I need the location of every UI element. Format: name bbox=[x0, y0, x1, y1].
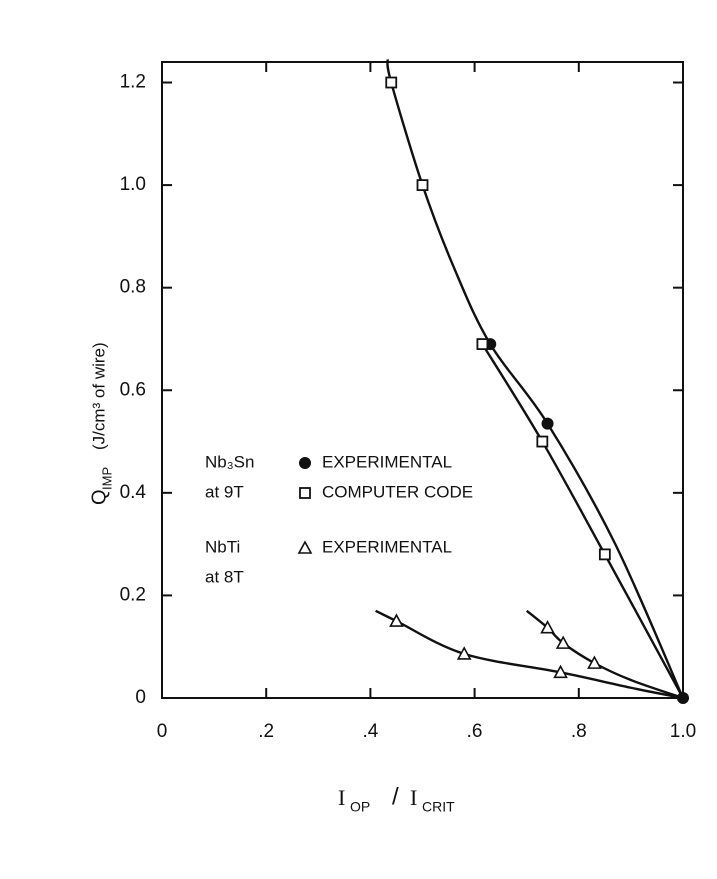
legend-marker bbox=[299, 487, 311, 499]
y-tick-label: 0.8 bbox=[120, 277, 146, 298]
data-point bbox=[598, 548, 611, 561]
fit-curve bbox=[481, 343, 685, 699]
legend-material: NbTi bbox=[205, 537, 240, 556]
x-label-separator: / bbox=[392, 783, 399, 810]
fit-curve bbox=[386, 59, 685, 699]
y-tick-label: 1.0 bbox=[120, 174, 146, 195]
y-axis-label: Q IMP (J/cm³ of wire) bbox=[88, 342, 114, 505]
x-label-denominator: I bbox=[410, 785, 417, 810]
y-tick-label: 0.4 bbox=[120, 482, 147, 503]
legend-label: EXPERIMENTAL bbox=[322, 537, 452, 556]
legend-label: EXPERIMENTAL bbox=[322, 452, 452, 471]
data-point bbox=[555, 635, 571, 649]
x-label-numerator: I bbox=[338, 785, 345, 810]
data-point bbox=[587, 655, 602, 669]
y-label-units: (J/cm³ of wire) bbox=[89, 342, 108, 450]
legend-condition: at 9T bbox=[205, 482, 244, 501]
data-point bbox=[540, 620, 555, 634]
y-tick-label: 0.2 bbox=[120, 584, 146, 605]
legend-material: Nb₃Sn bbox=[205, 452, 254, 471]
y-tick-label: 1.2 bbox=[120, 72, 146, 93]
data-point bbox=[541, 417, 554, 430]
x-tick-label: .4 bbox=[362, 721, 378, 742]
plot-frame bbox=[161, 61, 684, 699]
x-label-denominator-sub: CRIT bbox=[422, 799, 455, 815]
data-point bbox=[456, 646, 472, 660]
y-tick-label: 0.6 bbox=[120, 379, 146, 400]
x-tick-label: .2 bbox=[258, 721, 274, 742]
fit-curve bbox=[375, 609, 684, 700]
x-axis-label: I OP / I CRIT bbox=[338, 783, 455, 814]
x-tick-label: .6 bbox=[467, 721, 483, 742]
data-point bbox=[389, 613, 404, 627]
data-point bbox=[553, 664, 568, 679]
legend-marker bbox=[297, 540, 313, 554]
x-tick-label: 1.0 bbox=[670, 721, 696, 742]
x-tick-label: 0 bbox=[157, 721, 168, 742]
data-point bbox=[385, 76, 398, 89]
data-point bbox=[677, 692, 689, 704]
x-tick-label: .8 bbox=[571, 721, 587, 742]
data-point bbox=[416, 179, 429, 191]
data-point bbox=[536, 435, 549, 448]
y-tick-label: 0 bbox=[135, 687, 146, 708]
legend-marker bbox=[299, 457, 311, 469]
x-label-numerator-sub: OP bbox=[350, 799, 370, 815]
legend-label: COMPUTER CODE bbox=[322, 482, 473, 501]
legend-condition: at 8T bbox=[205, 567, 244, 586]
y-label-subscript: IMP bbox=[99, 467, 114, 490]
y-label-symbol: Q bbox=[88, 489, 110, 505]
data-point bbox=[476, 338, 489, 350]
